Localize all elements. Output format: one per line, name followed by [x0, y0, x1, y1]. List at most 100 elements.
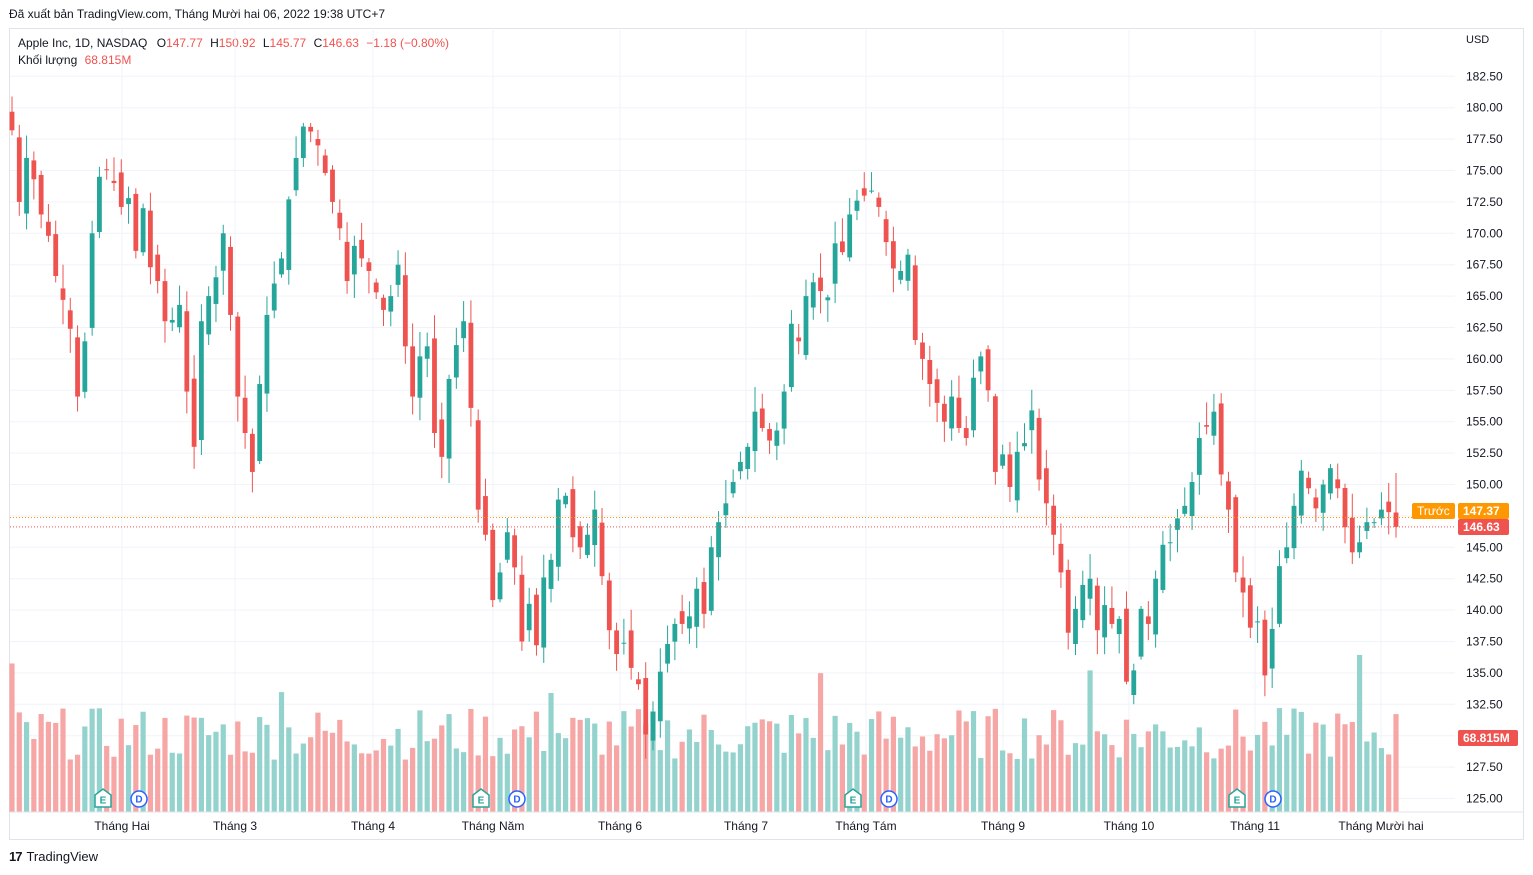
candle-body [563, 495, 568, 505]
volume-bar [140, 711, 146, 812]
volume-bar [985, 716, 991, 812]
candle-body [97, 176, 102, 232]
candle-body [912, 265, 918, 341]
volume-bar [766, 721, 773, 812]
candle-body [803, 296, 809, 356]
y-tick-label: 170.00 [1466, 226, 1503, 240]
candle-body [133, 193, 139, 251]
candle-body [745, 446, 751, 469]
volume-bar [592, 723, 598, 812]
volume-bar [847, 722, 853, 812]
candle-body [1102, 605, 1108, 638]
candle-body [162, 281, 168, 322]
y-tick-label: 165.00 [1466, 289, 1503, 303]
volume-bar [723, 751, 729, 812]
candle-body [985, 349, 991, 391]
legend-high-label: H [210, 36, 219, 50]
legend-volume-label[interactable]: Khối lượng [18, 53, 78, 67]
volume-bar [1145, 731, 1151, 812]
volume-bar [155, 748, 161, 812]
candle-body [1160, 544, 1166, 590]
candle-body [228, 246, 233, 315]
legend-high: 150.92 [218, 36, 256, 50]
volume-bar [220, 724, 226, 812]
candle-body [628, 630, 634, 668]
volume-bar [1109, 745, 1115, 812]
candle-body [1051, 505, 1057, 535]
dividend-event-icon [880, 790, 898, 808]
volume-bar [504, 753, 510, 812]
candle-body [614, 630, 619, 655]
earnings-event-icon [472, 788, 490, 808]
candle-body [978, 356, 984, 372]
legend-symbol[interactable]: Apple Inc, 1D, NASDAQ [18, 36, 148, 50]
volume-bar [271, 759, 277, 812]
candle-body [1094, 585, 1100, 631]
footer-brand[interactable]: 17 TradingView [9, 849, 98, 864]
currency-label[interactable]: USD [1466, 34, 1490, 46]
volume-bar [446, 714, 452, 812]
candle-body [432, 338, 437, 434]
candle-body [1211, 411, 1217, 436]
volume-bar [548, 693, 554, 812]
candle-body [1277, 566, 1282, 624]
volume-bar [650, 711, 656, 812]
candle-body [621, 642, 627, 644]
volume-bar [1276, 708, 1283, 812]
volume-bar [512, 729, 518, 812]
candle-body [657, 671, 663, 722]
legend-close: 146.63 [322, 36, 359, 50]
candle-body [1145, 616, 1151, 624]
volume-tag: 68.815M [1458, 730, 1518, 746]
candle-body [738, 461, 743, 472]
candle-body [767, 429, 772, 441]
volume-bar [16, 712, 22, 812]
candle-body [1320, 484, 1326, 513]
volume-bar [23, 722, 30, 812]
x-tick-label: Tháng 4 [351, 819, 395, 833]
volume-bar [752, 722, 758, 812]
legend-close-label: C [313, 36, 323, 50]
candle-body [60, 288, 66, 300]
volume-bar [169, 752, 175, 812]
volume-bar [344, 741, 350, 812]
volume-bar [541, 750, 547, 812]
candle-body [687, 616, 692, 629]
volume-bar [577, 719, 583, 812]
volume-bar [788, 714, 795, 812]
volume-bar [949, 735, 955, 812]
candle-body [541, 577, 547, 648]
candle-body [1240, 577, 1246, 593]
volume-bar [162, 717, 168, 812]
candle-body [446, 378, 452, 459]
candle-body [308, 126, 314, 132]
y-tick-label: 155.00 [1466, 415, 1503, 429]
volume-bar [1138, 747, 1144, 812]
volume-bar [475, 755, 481, 812]
volume-bar [956, 710, 962, 812]
volume-bar [1043, 744, 1049, 812]
earnings-event-label: E [850, 796, 857, 807]
y-tick-label: 135.00 [1466, 666, 1503, 680]
volume-bar [366, 753, 372, 812]
legend-change: −1.18 (−0.80%) [366, 36, 450, 50]
candle-body [1153, 578, 1159, 635]
volume-bar [570, 717, 576, 812]
volume-bar [453, 748, 459, 812]
volume-bar [963, 721, 969, 812]
volume-bar [1269, 745, 1275, 812]
volume-bar [395, 728, 401, 812]
volume-bar [876, 711, 882, 812]
earnings-event-label: E [1234, 796, 1241, 807]
volume-bar [781, 752, 787, 812]
volume-bar [694, 741, 700, 812]
volume-bar [257, 717, 263, 812]
candle-body [104, 169, 110, 171]
volume-bar [992, 708, 998, 812]
volume-bar [708, 729, 714, 812]
volume-bar [1378, 748, 1385, 812]
candle-body [497, 572, 503, 600]
y-tick-label: 157.50 [1466, 383, 1503, 397]
volume-bar [1036, 735, 1042, 812]
